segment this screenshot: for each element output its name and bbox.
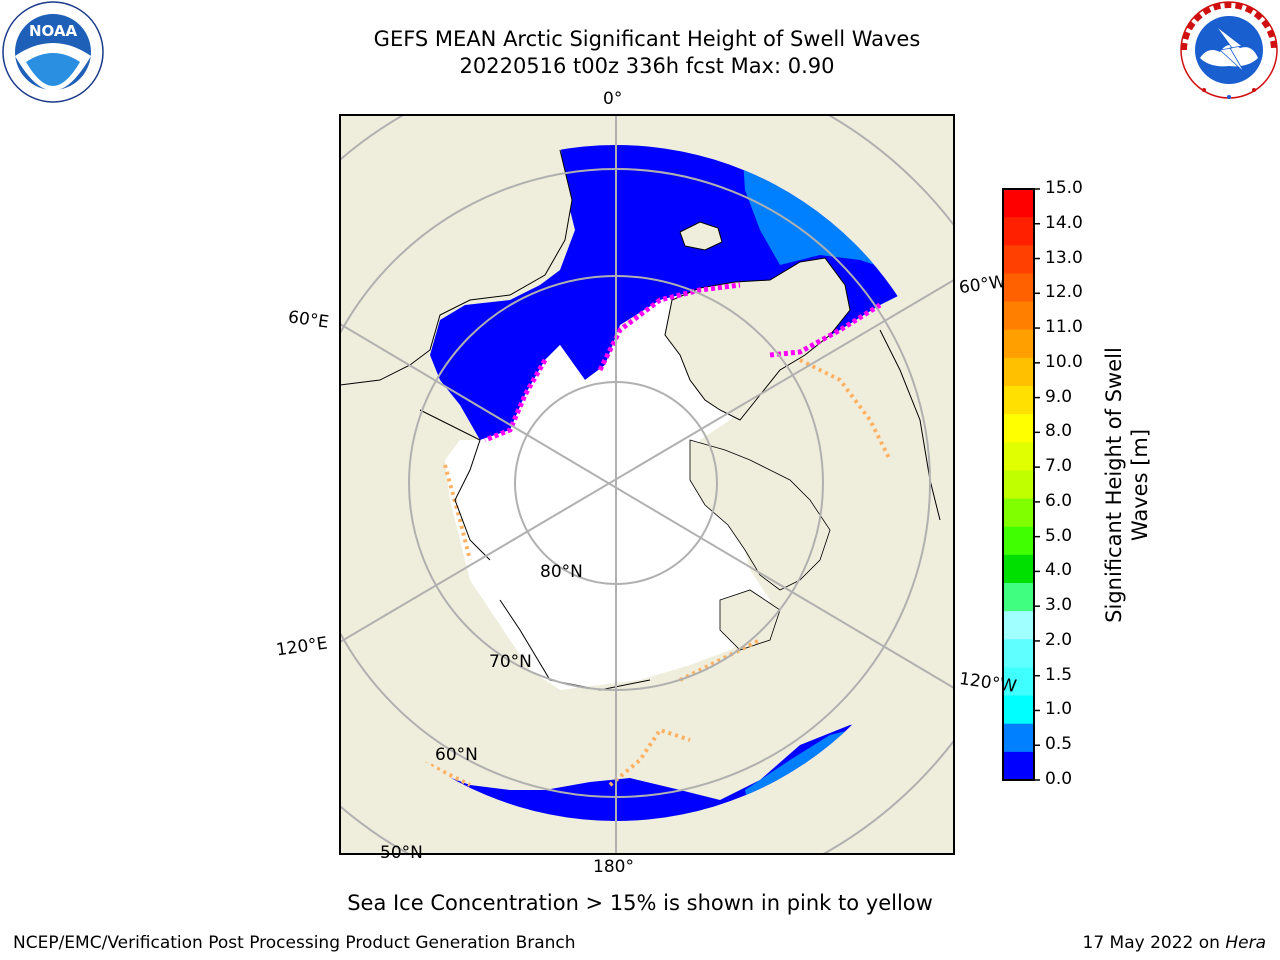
ice-edge-band-yellow <box>389 358 892 787</box>
colorbar-band <box>1003 639 1034 668</box>
alaska-north-slope <box>719 589 781 651</box>
noaa-logo: NOAA <box>2 1 104 103</box>
sea-ice-note: Sea Ice Concentration > 15% is shown in … <box>347 891 933 915</box>
labrador-coast <box>879 329 941 521</box>
colorbar-tick-label: 0.0 <box>1045 769 1073 789</box>
label-lat-50: 50°N <box>380 843 423 863</box>
colorbar-band <box>1003 245 1034 274</box>
colorbar-band <box>1003 357 1034 387</box>
colorbar-tick-label: 1.5 <box>1045 664 1073 685</box>
footer-host: Hera <box>1225 933 1266 953</box>
colorbar-tick-label: 0.5 <box>1045 734 1073 755</box>
colorbar-tick-label: 7.0 <box>1045 456 1073 477</box>
colorbar-tick-label: 8.0 <box>1045 421 1073 442</box>
colorbar-band <box>1003 470 1034 500</box>
colorbar-tick-label: 2.0 <box>1045 629 1073 650</box>
colorbar-band <box>1003 751 1034 781</box>
colorbar-tick-label: 14.0 <box>1045 212 1083 233</box>
chart-title: GEFS MEAN Arctic Significant Height of S… <box>373 27 921 51</box>
colorbar-band <box>1003 583 1034 612</box>
colorbar-tick-label: 6.0 <box>1045 490 1073 511</box>
map-frame <box>339 114 955 855</box>
colorbar-frame <box>1002 188 1035 781</box>
graticule <box>340 115 954 854</box>
ice-edge-band <box>484 282 882 443</box>
colorbar-band <box>1003 301 1034 331</box>
colorbar-tick-label: 13.0 <box>1045 247 1083 268</box>
colorbar-band <box>1003 695 1034 725</box>
colorbar-band <box>1003 189 1034 218</box>
footer-date-text: 17 May 2022 on <box>1082 933 1226 953</box>
canadian-archipelago <box>689 439 831 591</box>
noaa-logo-text: NOAA <box>29 22 78 40</box>
label-lat-70: 70°N <box>489 652 532 672</box>
colorbar-tick-label: 9.0 <box>1045 386 1073 407</box>
label-lon-0: 0° <box>603 89 623 109</box>
colorbar-band <box>1003 273 1034 303</box>
label-lon-180: 180° <box>593 857 634 877</box>
footer-credit: NCEP/EMC/Verification Post Processing Pr… <box>13 933 576 953</box>
colorbar-tick-label: 15.0 <box>1045 178 1083 198</box>
colorbar-band <box>1003 442 1034 471</box>
colorbar-tick-label: 12.0 <box>1045 282 1083 303</box>
sea-ice <box>445 290 770 690</box>
colorbar-band <box>1003 611 1034 640</box>
colorbar-band <box>1003 554 1034 584</box>
chart-subtitle: 20220516 t00z 336h fcst Max: 0.90 <box>459 54 835 78</box>
iceland <box>679 221 723 251</box>
colorbar-tick-label: 11.0 <box>1045 317 1083 338</box>
label-lat-60: 60°N <box>435 745 478 765</box>
colorbar-band <box>1003 498 1034 528</box>
colorbar-band <box>1003 723 1034 753</box>
colorbar-tick-label: 5.0 <box>1045 525 1073 546</box>
colorbar-tick-label: 4.0 <box>1045 560 1073 581</box>
colorbar-band <box>1003 386 1034 415</box>
colorbar-tick-label: 3.0 <box>1045 595 1073 616</box>
colorbar-tick-label: 10.0 <box>1045 351 1083 372</box>
footer-date: 17 May 2022 on Hera <box>1083 933 1267 953</box>
colorbar-tick-label: 1.0 <box>1045 699 1073 720</box>
colorbar-band <box>1003 667 1034 697</box>
nws-logo <box>1180 1 1278 99</box>
colorbar-band <box>1003 526 1034 556</box>
colorbar-band <box>1003 414 1034 443</box>
colorbar-title: Significant Height of Swell Waves [m] <box>1102 347 1152 623</box>
colorbar-band <box>1003 217 1034 246</box>
label-lat-80: 80°N <box>540 562 583 582</box>
colorbar-band <box>1003 329 1034 359</box>
